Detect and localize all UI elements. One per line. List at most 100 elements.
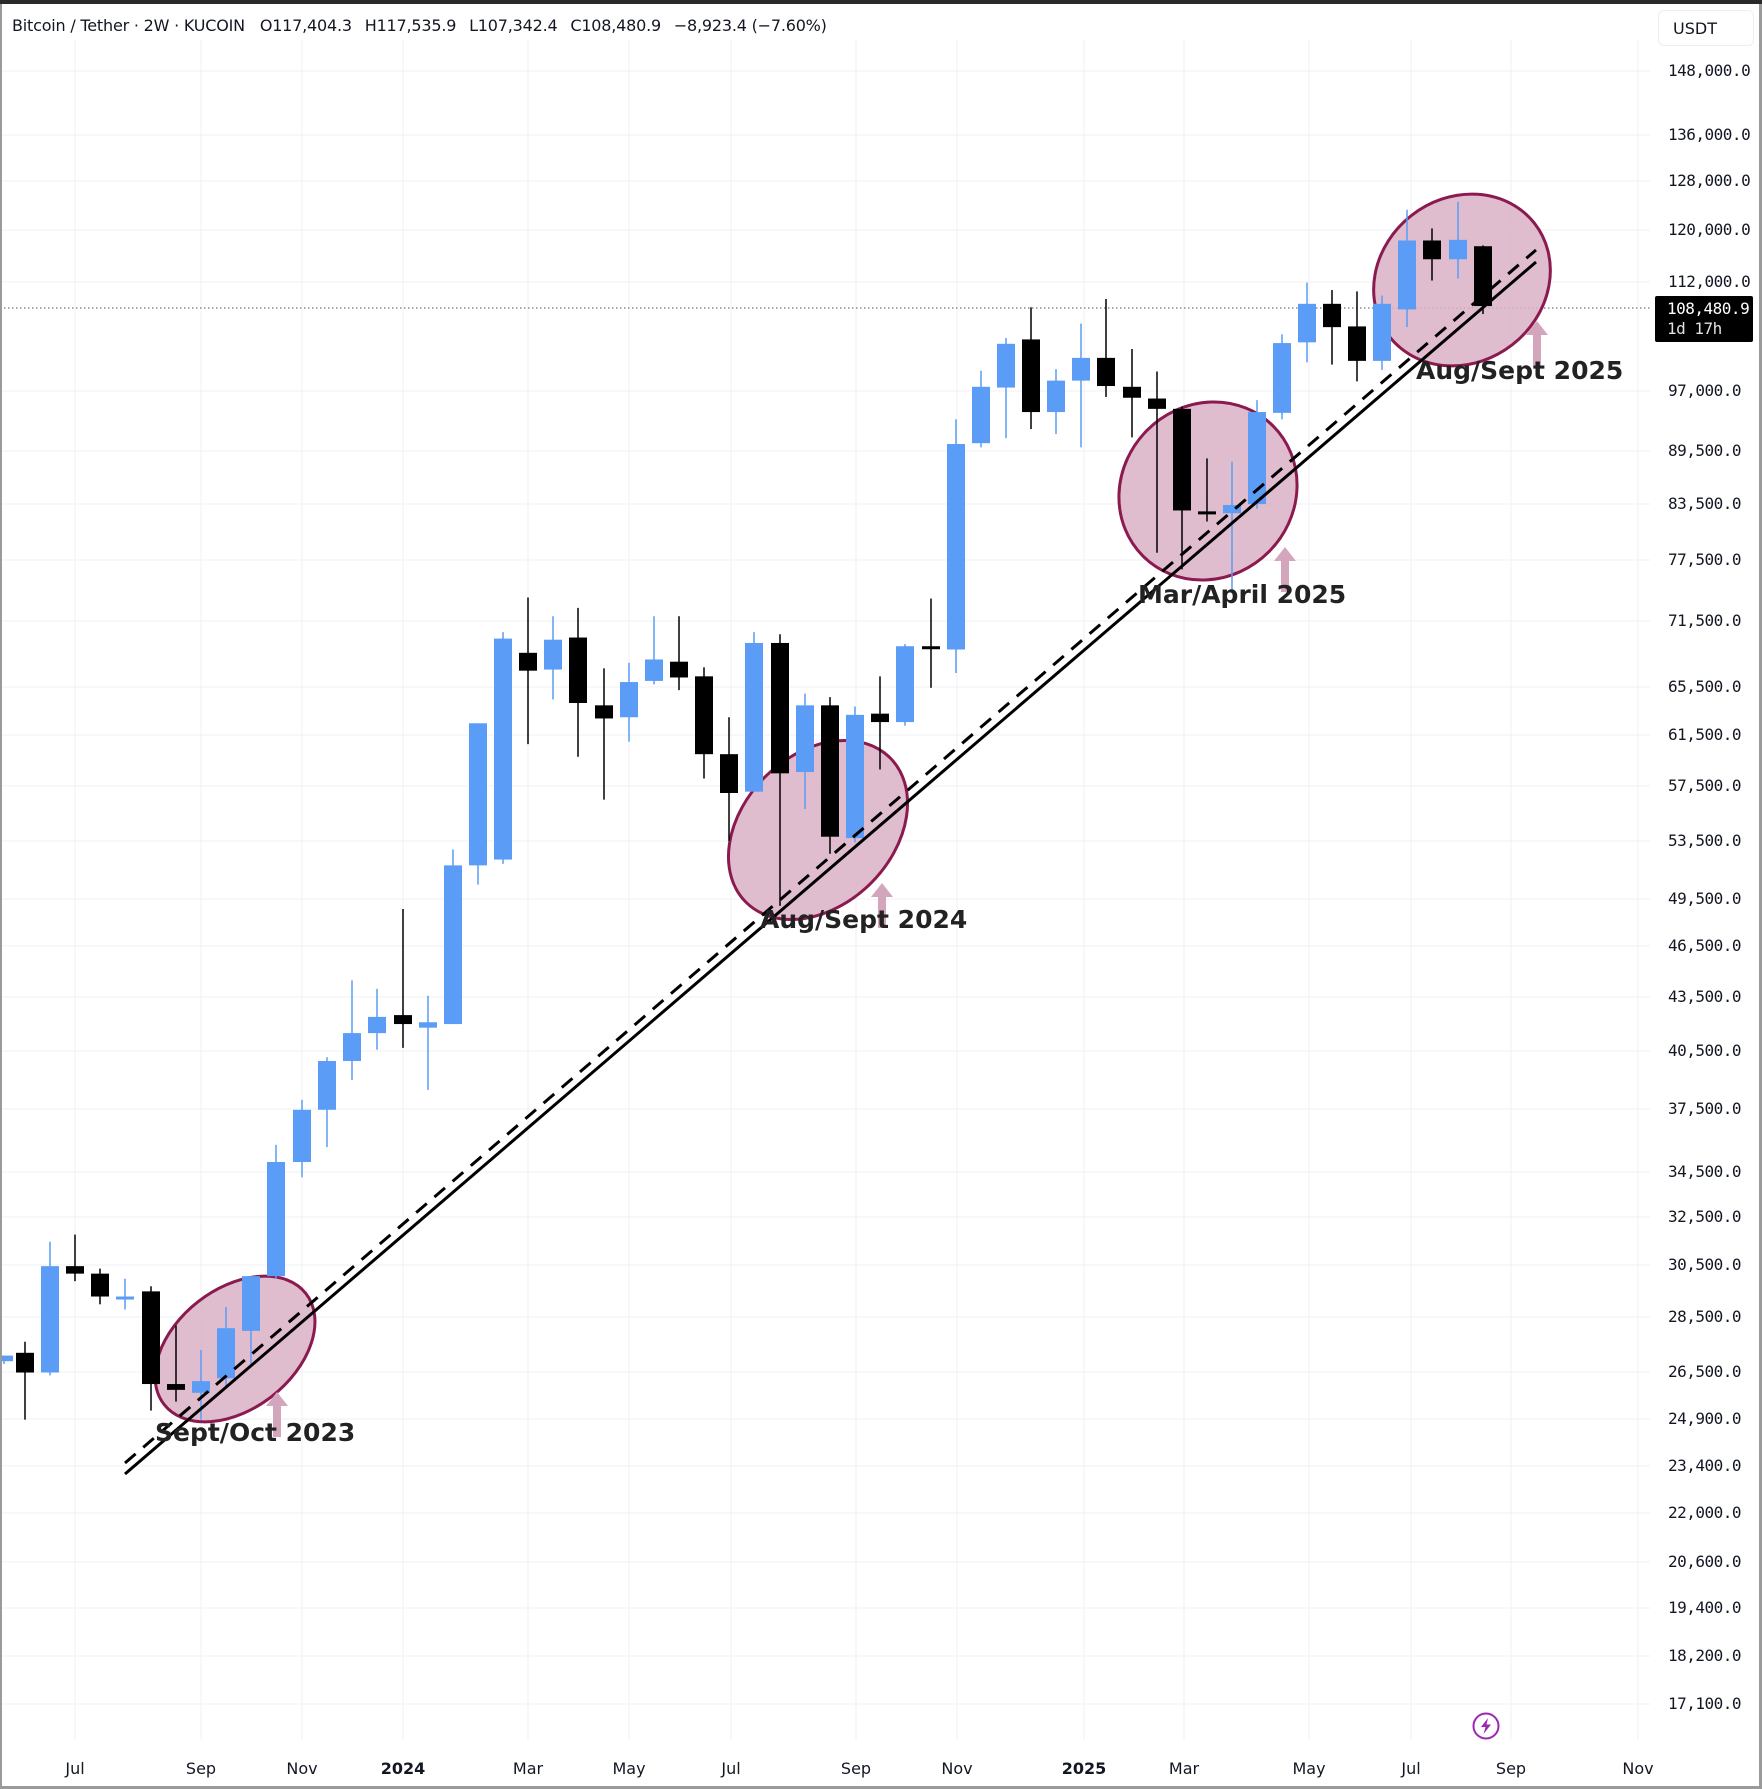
- price-tick-label: 71,500.0: [1668, 611, 1742, 630]
- price-tick-label: 89,500.0: [1668, 441, 1742, 460]
- time-tick-label: Jul: [1401, 1759, 1421, 1778]
- bottom-border: [0, 1786, 1762, 1789]
- last-price-label: 108,480.9 1d 17h: [1655, 296, 1753, 342]
- price-tick-label: 128,000.0: [1668, 171, 1751, 190]
- price-tick-label: 17,100.0: [1668, 1694, 1742, 1713]
- lightning-bolt-icon[interactable]: [1471, 1711, 1501, 1741]
- candle: [1072, 323, 1090, 448]
- candle: [1223, 461, 1241, 591]
- candle: [569, 607, 587, 757]
- candle: [595, 668, 613, 800]
- price-tick-label: 22,000.0: [1668, 1503, 1742, 1522]
- time-tick-label: Mar: [512, 1759, 544, 1778]
- price-tick-label: 43,500.0: [1668, 987, 1742, 1006]
- candle: [997, 337, 1015, 439]
- up-arrow-icon: [266, 1392, 288, 1437]
- candle: [947, 419, 965, 673]
- candle: [1248, 400, 1266, 509]
- candle: [444, 849, 462, 1025]
- zone-annotation-label: Mar/April 2025: [1138, 580, 1347, 609]
- candle: [796, 693, 814, 810]
- candles: [0, 201, 1492, 1420]
- price-tick-label: 112,000.0: [1668, 272, 1751, 291]
- time-tick-label: Jul: [721, 1759, 741, 1778]
- price-tick-label: 28,500.0: [1668, 1307, 1742, 1326]
- candle: [771, 634, 789, 906]
- zone-annotation-label: Sept/Oct 2023: [155, 1418, 356, 1447]
- price-tick-label: 24,900.0: [1668, 1409, 1742, 1428]
- time-tick-label: Nov: [941, 1759, 973, 1778]
- candle: [267, 1144, 285, 1279]
- price-tick-label: 40,500.0: [1668, 1041, 1742, 1060]
- time-tick-label: Sep: [1495, 1759, 1527, 1778]
- price-tick-label: 65,500.0: [1668, 677, 1742, 696]
- candle: [519, 597, 537, 745]
- time-tick-label: Sep: [840, 1759, 872, 1778]
- candle: [1323, 290, 1341, 365]
- candle: [1348, 291, 1366, 382]
- left-border: [0, 4, 2, 1789]
- time-tick-label: Mar: [1168, 1759, 1200, 1778]
- candle: [871, 676, 889, 770]
- last-price-value: 108,480.9: [1667, 299, 1750, 318]
- price-tick-label: 77,500.0: [1668, 550, 1742, 569]
- candle: [16, 1341, 34, 1420]
- candle: [394, 908, 412, 1048]
- candle: [469, 723, 487, 885]
- candle: [972, 370, 990, 448]
- zone-annotation-label: Aug/Sept 2024: [760, 905, 968, 934]
- currency-button[interactable]: USDT: [1658, 10, 1754, 46]
- candle: [1474, 245, 1492, 315]
- candle: [1373, 295, 1391, 370]
- candle: [343, 980, 361, 1081]
- candle: [1148, 371, 1166, 553]
- price-tick-label: 49,500.0: [1668, 889, 1742, 908]
- candle: [821, 697, 839, 854]
- price-tick-label: 34,500.0: [1668, 1162, 1742, 1181]
- price-tick-label: 37,500.0: [1668, 1099, 1742, 1118]
- time-tick-label: Sep: [185, 1759, 217, 1778]
- candle: [419, 995, 437, 1090]
- candle: [242, 1276, 260, 1365]
- candle: [41, 1241, 59, 1376]
- price-tick-label: 26,500.0: [1668, 1362, 1742, 1381]
- price-tick-label: 30,500.0: [1668, 1255, 1742, 1274]
- candle: [494, 632, 512, 864]
- candle: [1449, 201, 1467, 279]
- candle: [1047, 369, 1065, 435]
- price-tick-label: 32,500.0: [1668, 1207, 1742, 1226]
- price-tick-label: 18,200.0: [1668, 1646, 1742, 1665]
- candle: [645, 616, 663, 685]
- time-tick-label: 2024: [380, 1759, 426, 1778]
- price-tick-label: 23,400.0: [1668, 1456, 1742, 1475]
- candle: [1097, 298, 1115, 397]
- window-top-border: [0, 0, 1762, 4]
- up-arrow-icon: [871, 883, 893, 928]
- trendlines: [124, 248, 1537, 1476]
- ohlc-low: L107,342.4: [469, 16, 558, 35]
- price-tick-label: 57,500.0: [1668, 776, 1742, 795]
- price-tick-label: 83,500.0: [1668, 494, 1742, 513]
- price-tick-label: 19,400.0: [1668, 1598, 1742, 1617]
- candle: [66, 1234, 84, 1282]
- price-tick-label: 53,500.0: [1668, 831, 1742, 850]
- candle: [1273, 334, 1291, 420]
- candle: [695, 667, 713, 779]
- time-tick-label: May: [1292, 1759, 1326, 1778]
- candle: [217, 1306, 235, 1387]
- symbol-title[interactable]: Bitcoin / Tether · 2W · KUCOIN: [12, 16, 245, 35]
- bar-countdown: 1d 17h: [1667, 319, 1722, 338]
- candle: [620, 662, 638, 742]
- candle: [1298, 282, 1316, 363]
- time-tick-label: Nov: [1622, 1759, 1654, 1778]
- candle: [745, 632, 763, 792]
- ohlc-open: O117,404.3: [259, 16, 352, 35]
- candle: [91, 1268, 109, 1305]
- price-tick-label: 20,600.0: [1668, 1552, 1742, 1571]
- ohlc-high: H117,535.9: [364, 16, 457, 35]
- candle: [544, 616, 562, 700]
- candle: [167, 1325, 185, 1402]
- annotation-arrows: [266, 321, 1548, 1437]
- price-tick-label: 46,500.0: [1668, 936, 1742, 955]
